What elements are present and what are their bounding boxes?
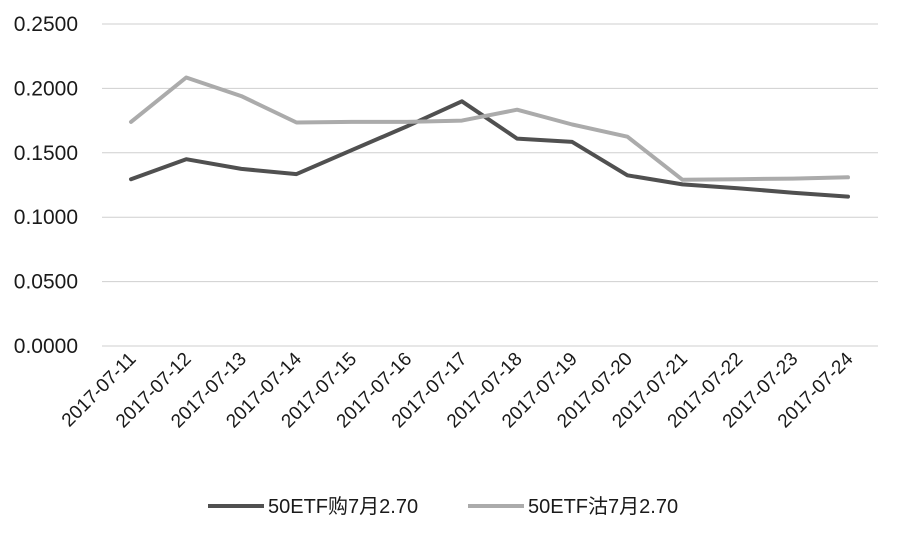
y-tick-label: 0.0000 bbox=[14, 335, 78, 358]
legend-label-1: 50ETF购7月2.70 bbox=[268, 495, 418, 518]
y-tick-label: 0.1000 bbox=[14, 206, 78, 229]
y-tick-label: 0.1500 bbox=[14, 142, 78, 165]
y-axis-ticks: 0.0000 0.0500 0.1000 0.1500 0.2000 0.2500 bbox=[14, 13, 78, 358]
y-tick-label: 0.2000 bbox=[14, 77, 78, 100]
series-line-1 bbox=[129, 99, 850, 199]
y-tick-label: 0.0500 bbox=[14, 271, 78, 294]
grid-layer bbox=[102, 23, 878, 347]
y-tick-label: 0.2500 bbox=[14, 13, 78, 36]
legend-label-2: 50ETF沽7月2.70 bbox=[528, 495, 678, 518]
series-line-2 bbox=[129, 75, 850, 182]
legend: 50ETF购7月2.70 50ETF沽7月2.70 bbox=[208, 495, 678, 518]
x-axis-ticks: 2017-07-112017-07-122017-07-132017-07-14… bbox=[58, 348, 858, 432]
series-layer bbox=[129, 75, 850, 199]
